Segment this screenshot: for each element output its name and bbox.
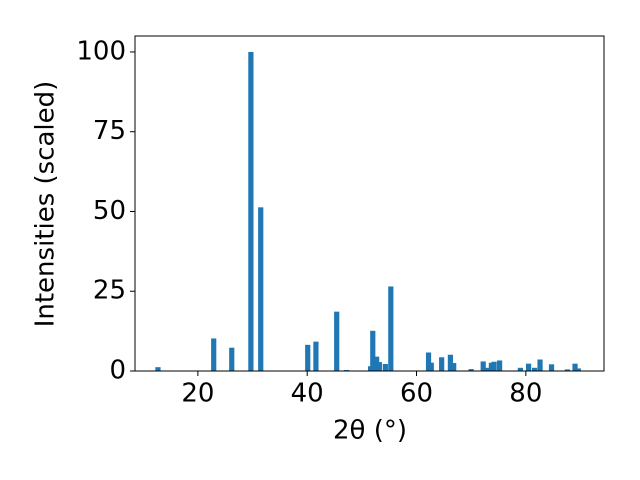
bar	[447, 354, 453, 371]
bar	[376, 362, 382, 371]
bar	[334, 311, 340, 371]
bar	[382, 363, 388, 371]
bar	[572, 363, 578, 371]
bar	[248, 51, 254, 371]
y-tick-label: 0	[109, 356, 126, 386]
bar	[388, 286, 394, 371]
bar	[211, 338, 217, 371]
bar	[483, 367, 490, 371]
bar	[488, 362, 494, 371]
x-axis-label: 2θ (°)	[333, 416, 407, 446]
y-tick-label: 50	[93, 196, 126, 226]
y-tick-label: 100	[76, 36, 126, 66]
bar	[517, 367, 523, 371]
bar	[531, 367, 538, 371]
bar	[425, 352, 432, 371]
bar	[564, 369, 570, 371]
bar	[258, 207, 264, 371]
y-tick-label: 25	[93, 276, 126, 306]
bar	[229, 347, 235, 371]
bar	[480, 361, 486, 371]
plot-frame	[134, 35, 605, 372]
bar	[537, 359, 543, 371]
bar	[451, 363, 457, 371]
y-axis-label: Intensities (scaled)	[31, 81, 61, 328]
bar	[439, 357, 445, 371]
x-tick-label: 60	[400, 379, 433, 409]
bar	[548, 364, 555, 371]
bar	[575, 368, 581, 371]
bar	[155, 367, 161, 371]
bar	[525, 363, 532, 371]
bar	[428, 362, 434, 371]
bar	[313, 341, 319, 371]
x-tick-label: 80	[509, 379, 542, 409]
x-tick-label: 20	[181, 379, 214, 409]
bar	[374, 356, 380, 371]
bar	[496, 360, 503, 371]
bar	[491, 361, 497, 371]
y-tick-label: 75	[93, 116, 126, 146]
bar	[468, 369, 474, 371]
x-tick-label: 40	[291, 379, 324, 409]
bar	[370, 330, 376, 371]
bar	[305, 344, 311, 371]
